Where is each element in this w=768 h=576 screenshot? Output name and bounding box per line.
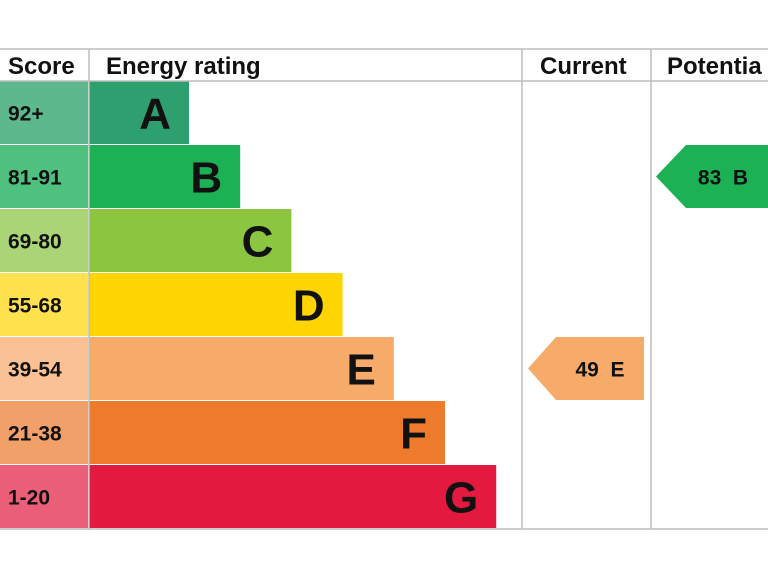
score-cell-f [0, 401, 88, 464]
rating-bar-f [89, 401, 445, 464]
rating-letter-g: G [444, 474, 478, 523]
potential-label: 83 B [698, 167, 748, 190]
score-cell-g [0, 465, 88, 528]
band-e: 39-54 E [0, 337, 394, 400]
rating-letter-a: A [139, 90, 171, 139]
potential-arrow [656, 145, 768, 208]
rating-letter-c: C [242, 218, 274, 267]
rating-letter-b: B [190, 154, 222, 203]
score-cell-c [0, 209, 88, 272]
rating-letter-f: F [400, 410, 427, 459]
score-cell-e [0, 337, 88, 400]
current-arrow [528, 337, 644, 400]
band-b: 81-91 B [0, 145, 241, 208]
header-current: Current [540, 53, 627, 80]
score-label-a: 92+ [8, 103, 44, 126]
score-label-c: 69-80 [8, 231, 62, 254]
band-g: 1-20 G [0, 465, 497, 528]
potential-indicator: 83 B [656, 145, 768, 208]
rating-bar-c [89, 209, 292, 272]
rating-bar-d [89, 273, 343, 336]
score-cell-b [0, 145, 88, 208]
rating-bar-g [89, 465, 497, 528]
header-potential: Potentia [667, 53, 762, 80]
rating-bar-b [89, 145, 241, 208]
rating-letter-d: D [293, 282, 325, 331]
grid-lines [0, 48, 768, 530]
band-a: 92+ A [0, 81, 189, 144]
rating-bar-e [89, 337, 394, 400]
score-cell-a [0, 81, 88, 144]
score-label-e: 39-54 [8, 359, 62, 382]
rating-letter-e: E [346, 346, 375, 395]
bands-layer: 92+ A 81-91 B 69-80 C 55-68 D 39-54 E 21-38 F 1-20 G [0, 81, 497, 528]
current-label: 49 E [575, 359, 624, 382]
header-score: Score [8, 53, 75, 80]
score-label-g: 1-20 [8, 487, 50, 510]
band-c: 69-80 C [0, 209, 292, 272]
band-f: 21-38 F [0, 401, 445, 464]
score-cell-d [0, 273, 88, 336]
score-label-d: 55-68 [8, 295, 62, 318]
current-indicator: 49 E [528, 337, 644, 400]
band-d: 55-68 D [0, 273, 343, 336]
score-label-b: 81-91 [8, 167, 62, 190]
score-label-f: 21-38 [8, 423, 62, 446]
rating-bar-a [89, 81, 189, 144]
header-energy-rating: Energy rating [106, 53, 261, 80]
